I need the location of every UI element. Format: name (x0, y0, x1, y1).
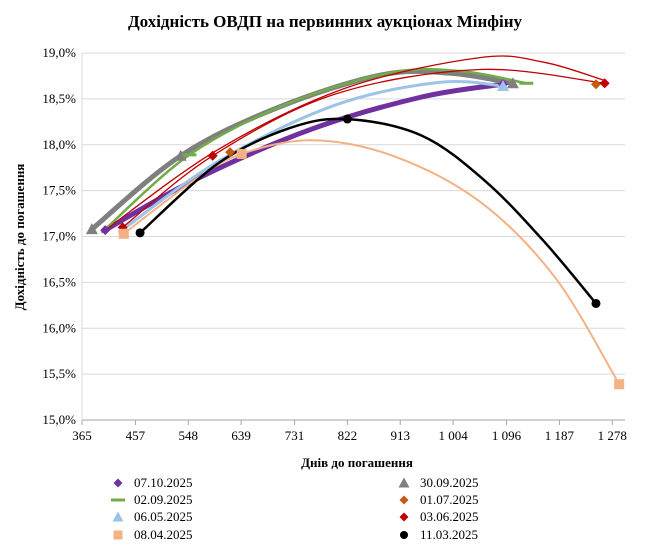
y-axis: 15,0% 15,5% 16,0% 16,5% 17,0% 17,5% 18,0% 18,5%… (42, 45, 76, 427)
trend-line-08.04.2025 (122, 139, 621, 386)
trend-line-03.06.2025 (122, 68, 606, 228)
x-tick-label: 457 (126, 428, 146, 443)
legend-label: 30.09.2025 (420, 475, 479, 490)
x-tick-label: 365 (72, 428, 92, 443)
triangle-marker (112, 511, 124, 522)
diamond-marker (207, 150, 218, 161)
trend-line-06.05.2025 (118, 79, 505, 234)
legend-item: 08.04.2025 (113, 527, 193, 542)
x-tick-label: 731 (285, 428, 305, 443)
legend-item: 02.09.2025 (111, 492, 193, 507)
x-tick-label: 1 096 (492, 428, 522, 443)
legend-label: 01.07.2025 (420, 492, 479, 507)
y-tick-label: 17,5% (42, 183, 76, 198)
diamond-marker (590, 79, 601, 90)
circle-marker (400, 531, 408, 539)
legend-label: 07.10.2025 (134, 475, 193, 490)
legend-item: 03.06.2025 (399, 509, 479, 524)
legend-item: 11.03.2025 (400, 527, 478, 542)
trend-line-11.03.2025 (138, 117, 598, 305)
square-marker (236, 148, 247, 159)
diamond-marker (399, 512, 409, 522)
trend-line-03.06.2025 (104, 55, 606, 231)
legend: 07.10.2025 30.09.2025 02.09.2025 01.07.2025… (111, 475, 479, 542)
square-marker (118, 228, 129, 239)
x-tick-label: 822 (338, 428, 358, 443)
legend-label: 08.04.2025 (134, 527, 193, 542)
y-tick-label: 18,5% (42, 91, 76, 106)
square-marker (113, 530, 123, 540)
x-tick-label: 639 (231, 428, 251, 443)
y-tick-label: 17,0% (42, 229, 76, 244)
x-axis: 365 457 548 639 731 822 913 1 004 1 096 1 187 1 27… (72, 53, 627, 443)
legend-label: 11.03.2025 (420, 527, 478, 542)
circle-marker (135, 228, 145, 238)
dash-marker (111, 498, 125, 502)
circle-marker (591, 298, 601, 308)
x-tick-label: 1 278 (598, 428, 627, 443)
data-points (85, 77, 625, 390)
legend-label: 02.09.2025 (134, 492, 193, 507)
triangle-marker (497, 80, 510, 92)
legend-item: 06.05.2025 (112, 509, 193, 524)
triangle-marker (174, 149, 187, 161)
legend-label: 06.05.2025 (134, 509, 193, 524)
diamond-marker (113, 478, 123, 488)
y-tick-label: 15,5% (42, 366, 76, 381)
y-tick-label: 19,0% (42, 45, 76, 60)
diamond-marker (100, 225, 111, 236)
x-tick-label: 1 187 (545, 428, 575, 443)
trend-line-02.09.2025 (101, 67, 528, 234)
square-marker (614, 379, 625, 390)
legend-item: 30.09.2025 (398, 475, 479, 490)
x-tick-label: 548 (179, 428, 199, 443)
triangle-marker (85, 223, 98, 235)
x-tick-label: 913 (391, 428, 411, 443)
y-tick-label: 16,5% (42, 274, 76, 289)
dash-marker (519, 81, 534, 85)
chart-title: Дохідність ОВДП на первинних аукціонах М… (128, 12, 523, 31)
y-tick-label: 16,0% (42, 320, 76, 335)
diamond-marker (599, 78, 610, 89)
diamond-marker (399, 495, 409, 505)
trend-line-07.10.2025 (102, 81, 506, 233)
y-tick-label: 18,0% (42, 137, 76, 152)
dash-marker (182, 153, 197, 157)
x-axis-label: Днів до погашення (301, 455, 413, 470)
grid (82, 52, 625, 421)
x-tick-label: 1 004 (438, 428, 468, 443)
diamond-marker (225, 147, 236, 158)
y-tick-label: 15,0% (42, 412, 76, 427)
legend-label: 03.06.2025 (420, 509, 479, 524)
legend-item: 07.10.2025 (113, 475, 193, 490)
circle-marker (342, 114, 352, 124)
triangle-marker (398, 477, 410, 488)
y-axis-label: Дохідність до погашення (12, 164, 27, 311)
triangle-marker (506, 77, 519, 89)
legend-item: 01.07.2025 (399, 492, 479, 507)
trend-lines (89, 55, 621, 386)
